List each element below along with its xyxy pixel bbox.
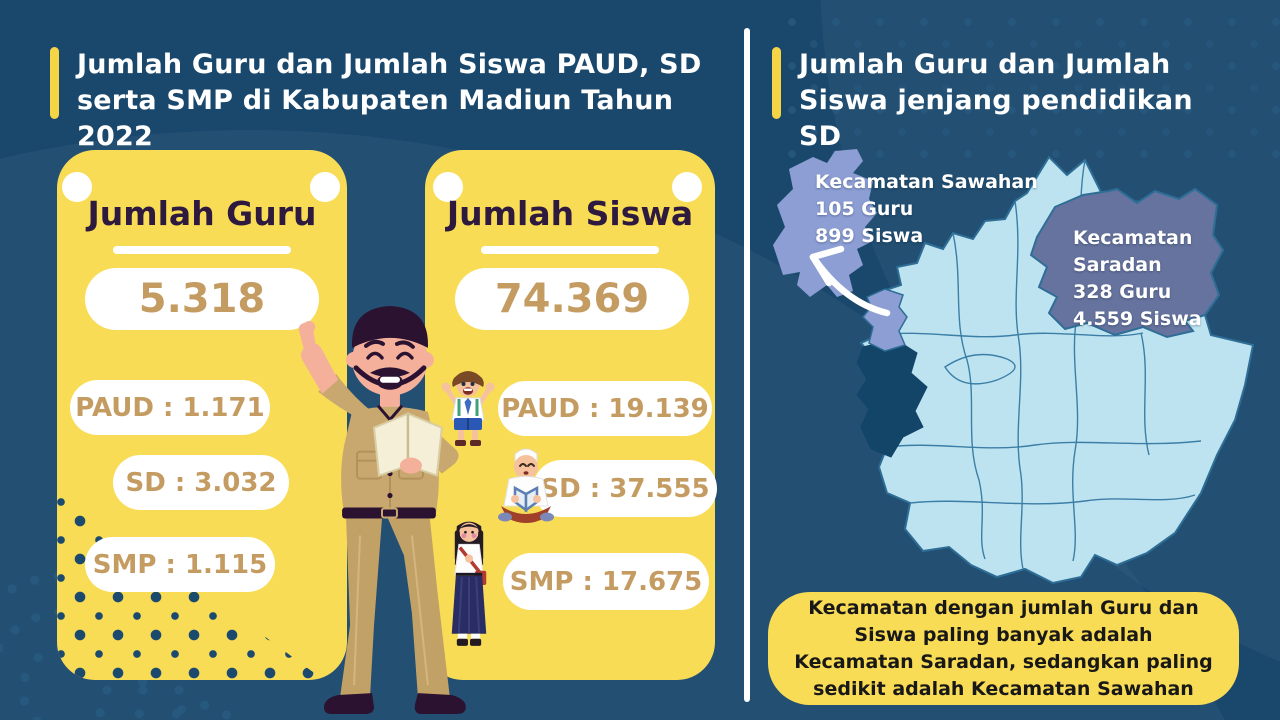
sawahan-name: Kecamatan Sawahan xyxy=(815,171,1038,193)
saradan-name: Kecamatan Saradan xyxy=(1073,227,1193,276)
map-dark-district xyxy=(856,338,928,458)
saradan-siswa: 4.559 Siswa xyxy=(1073,308,1202,330)
left-panel-title: Jumlah Guru dan Jumlah Siswa PAUD, SD se… xyxy=(77,49,702,152)
siswa-sd-pill: SD : 37.555 xyxy=(533,460,717,517)
map-illustration xyxy=(773,149,1255,585)
right-title-block: Jumlah Guru dan Jumlah Siswa jenjang pen… xyxy=(772,47,1242,152)
madiun-district-map: Kecamatan Sawahan 105 Guru 899 Siswa Kec… xyxy=(765,145,1265,595)
conclusion-note-text: Kecamatan dengan jumlah Guru dan Siswa p… xyxy=(794,596,1213,700)
sawahan-guru: 105 Guru xyxy=(815,198,914,220)
card-pin-circle xyxy=(672,172,702,202)
guru-paud-pill: PAUD : 1.171 xyxy=(70,380,270,435)
map-region-saradan xyxy=(1029,187,1225,339)
card-pin-circle xyxy=(62,172,92,202)
siswa-paud-pill: PAUD : 19.139 xyxy=(498,381,712,436)
conclusion-note-box: Kecamatan dengan jumlah Guru dan Siswa p… xyxy=(768,592,1239,705)
right-panel-title: Jumlah Guru dan Jumlah Siswa jenjang pen… xyxy=(799,49,1193,152)
callout-arrow xyxy=(809,245,891,317)
title-accent-bar xyxy=(50,47,59,119)
siswa-total-pill: 74.369 xyxy=(455,268,689,330)
saradan-guru: 328 Guru xyxy=(1073,281,1172,303)
title-accent-bar xyxy=(772,47,781,119)
title-underline xyxy=(113,246,291,254)
card-pin-circle xyxy=(433,172,463,202)
siswa-smp-pill: SMP : 17.675 xyxy=(503,553,709,610)
section-divider xyxy=(744,28,750,702)
guru-card-title: Jumlah Guru xyxy=(87,194,317,233)
title-underline xyxy=(481,246,659,254)
sawahan-siswa: 899 Siswa xyxy=(815,225,924,247)
siswa-card-title: Jumlah Siswa xyxy=(446,194,694,233)
guru-card: Jumlah Guru 5.318 PAUD : 1.171 SD : 3.03… xyxy=(57,150,347,680)
map-region-sawahan-small xyxy=(861,288,908,352)
map-region-sawahan-large xyxy=(773,149,877,297)
guru-sd-pill: SD : 3.032 xyxy=(113,455,289,510)
saradan-label: Kecamatan Saradan 328 Guru 4.559 Siswa xyxy=(1073,225,1265,333)
sawahan-label: Kecamatan Sawahan 105 Guru 899 Siswa xyxy=(815,169,1038,250)
siswa-card: Jumlah Siswa 74.369 PAUD : 19.139 SD : 3… xyxy=(425,150,717,680)
guru-total-pill: 5.318 xyxy=(85,268,319,330)
guru-smp-pill: SMP : 1.115 xyxy=(85,537,275,592)
card-pin-circle xyxy=(310,172,340,202)
left-title-block: Jumlah Guru dan Jumlah Siswa PAUD, SD se… xyxy=(50,47,730,152)
